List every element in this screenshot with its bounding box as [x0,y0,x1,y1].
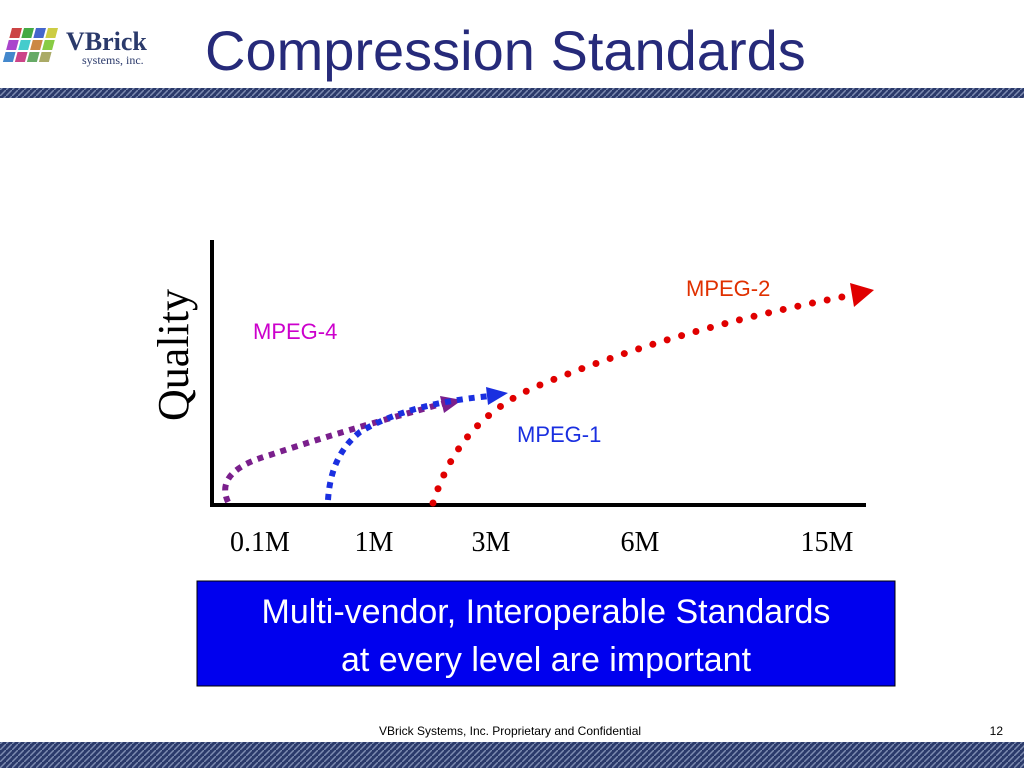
x-label: 3M [472,527,511,558]
x-label: 1M [355,527,394,558]
logo-text: VBrick [66,27,147,56]
slide-title: Compression Standards [205,19,806,82]
y-axis-label: Quality [149,289,198,421]
footer-text: VBrick Systems, Inc. Proprietary and Con… [379,724,641,738]
callout-line: at every level are important [341,641,752,679]
curve-label: MPEG-4 [253,319,337,344]
header-band [0,88,1024,98]
mpeg1-arrow [486,387,508,405]
logo: VBrick systems, inc. [2,27,147,67]
curve-label: MPEG-2 [686,276,770,301]
curve-label: MPEG-1 [517,422,601,447]
mpeg4-curve [222,400,446,504]
x-label: 0.1M [230,527,290,558]
mpeg1-curve [325,393,491,501]
logo-subtext: systems, inc. [82,53,144,67]
x-label: 15M [801,527,854,558]
page-number: 12 [990,724,1004,738]
x-label: 6M [621,527,660,558]
callout-box [196,580,896,687]
callout-line: Multi-vendor, Interoperable Standards [262,593,831,631]
footer-band [0,742,1024,768]
mpeg2-curve [429,291,856,507]
mpeg2-arrow [850,283,874,307]
